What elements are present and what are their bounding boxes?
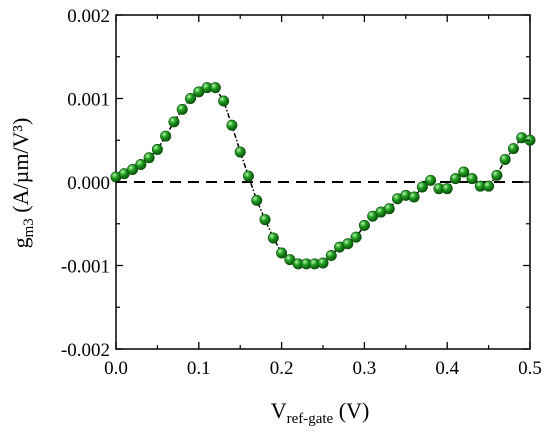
- data-point: [185, 93, 197, 105]
- data-point: [466, 173, 478, 185]
- data-point: [242, 170, 254, 182]
- data-point: [251, 194, 263, 206]
- data-point: [483, 180, 495, 192]
- y-axis-title: gm3 (A/µm/V³): [8, 118, 37, 249]
- y-tick-label: 0.002: [67, 6, 110, 27]
- data-point: [491, 169, 503, 181]
- x-tick-label: 0.3: [353, 358, 377, 379]
- data-point: [226, 119, 238, 131]
- x-axis-title-sub: ref-gate: [287, 411, 334, 427]
- data-point: [127, 163, 139, 175]
- data-point: [499, 153, 511, 165]
- data-layer: [110, 82, 536, 270]
- data-point: [218, 95, 230, 107]
- x-tick-label: 0.0: [104, 358, 128, 379]
- x-tick-label: 0.4: [435, 358, 459, 379]
- data-point: [458, 166, 470, 178]
- data-point: [317, 257, 329, 269]
- y-axis-title-main: g: [8, 237, 33, 248]
- data-point: [425, 174, 437, 186]
- ticks-layer: 0.0 0.1 0.2 0.3 0.4 0.5 -0.002 -0.001 0.000 0.001…: [61, 6, 542, 379]
- data-point: [358, 219, 370, 231]
- data-point: [209, 82, 221, 94]
- data-point: [276, 247, 288, 259]
- x-axis-title: Vref-gate (V): [271, 398, 370, 427]
- data-point: [507, 143, 519, 155]
- data-point: [143, 152, 155, 164]
- data-point: [441, 183, 453, 195]
- y-tick-label: -0.001: [61, 257, 110, 278]
- data-point: [176, 103, 188, 115]
- y-axis-title-sub: m3: [21, 218, 37, 237]
- data-point: [135, 158, 147, 170]
- y-tick-label: -0.002: [61, 340, 110, 361]
- data-point: [168, 116, 180, 128]
- data-point: [449, 173, 461, 185]
- data-point: [325, 249, 337, 261]
- x-tick-label: 0.1: [187, 358, 211, 379]
- data-point: [408, 191, 420, 203]
- data-point: [151, 143, 163, 155]
- x-tick-label: 0.5: [518, 358, 542, 379]
- data-point: [416, 181, 428, 193]
- y-tick-label: 0.001: [67, 90, 110, 111]
- data-point: [234, 146, 246, 158]
- x-axis-title-main: V: [271, 398, 287, 423]
- data-point: [267, 232, 279, 244]
- x-axis-title-unit: (V): [333, 398, 369, 423]
- x-tick-label: 0.2: [270, 358, 294, 379]
- data-point: [342, 238, 354, 250]
- y-axis-title-unit: (A/µm/V³): [8, 118, 33, 219]
- data-point: [259, 214, 271, 226]
- data-point: [160, 130, 172, 142]
- y-tick-label: 0.000: [67, 173, 110, 194]
- data-point: [350, 231, 362, 243]
- data-point: [383, 203, 395, 215]
